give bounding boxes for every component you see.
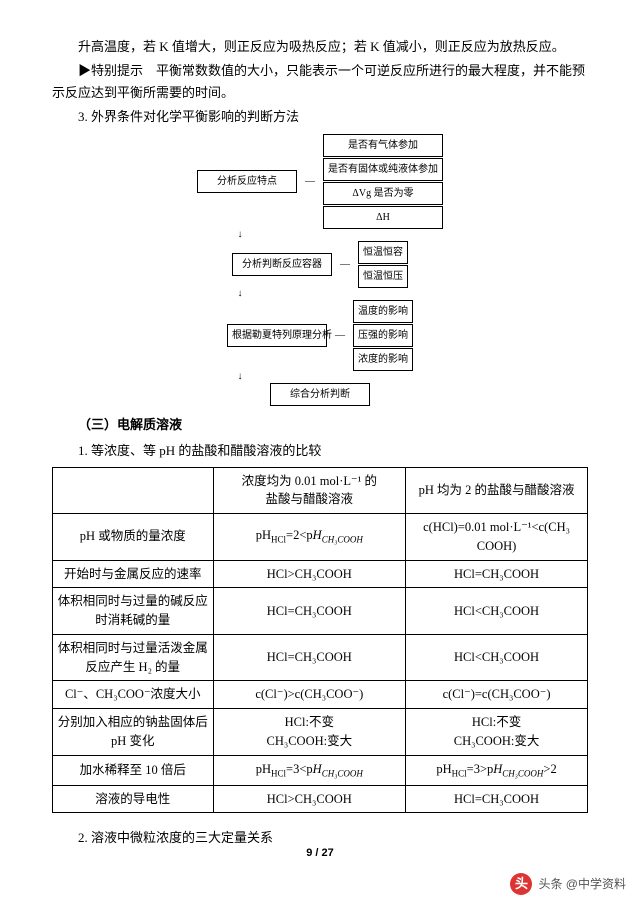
td: 加水稀释至 10 倍后: [53, 755, 214, 785]
td: pH 或物质的量浓度: [53, 514, 214, 561]
footer-handle: 头条 @中学资料: [538, 874, 626, 894]
fc-r3a: 温度的影响: [353, 300, 413, 323]
flowchart: 分析反应特点 — 是否有气体参加 是否有固体或纯液体参加 ΔVg 是否为零 ΔH…: [190, 134, 450, 406]
table-row: 开始时与金属反应的速率 HCl>CH₃COOH HCl=CH₃COOH: [53, 560, 588, 588]
td: HCl<CH₃COOH: [406, 588, 588, 635]
td: HCl>CH₃COOH: [213, 560, 406, 588]
td: 开始时与金属反应的速率: [53, 560, 214, 588]
fc-brace-1: —: [303, 173, 317, 190]
table-row: 体积相同时与过量活泼金属反应产生 H₂ 的量 HCl=CH₃COOH HCl<C…: [53, 634, 588, 681]
para-1: 升高温度，若 K 值增大，则正反应为吸热反应；若 K 值减小，则正反应为放热反应…: [52, 36, 588, 58]
fc-brace-3: —: [333, 327, 347, 344]
td: 溶液的导电性: [53, 785, 214, 813]
fc-node-4: 综合分析判断: [270, 383, 370, 406]
table-row: 加水稀释至 10 倍后 pHHCl=3<pHCH₃COOH pHHCl=3>pH…: [53, 755, 588, 785]
td: HCl=CH₃COOH: [213, 634, 406, 681]
para-2: ▶特别提示 平衡常数数值的大小，只能表示一个可逆反应所进行的最大程度，并不能预示…: [52, 60, 588, 104]
para-3: 3. 外界条件对化学平衡影响的判断方法: [52, 106, 588, 128]
th-blank: [53, 467, 214, 514]
td: 分别加入相应的钠盐固体后pH 变化: [53, 709, 214, 756]
fc-node-2: 分析判断反应容器: [232, 253, 332, 276]
table-row: 体积相同时与过量的碱反应时消耗碱的量 HCl=CH₃COOH HCl<CH₃CO…: [53, 588, 588, 635]
table-row: 浓度均为 0.01 mol·L⁻¹ 的盐酸与醋酸溶液 pH 均为 2 的盐酸与醋…: [53, 467, 588, 514]
fc-r1b: 是否有固体或纯液体参加: [323, 158, 443, 181]
td: HCl>CH₃COOH: [213, 785, 406, 813]
fc-r1a: 是否有气体参加: [323, 134, 443, 157]
td: 体积相同时与过量活泼金属反应产生 H₂ 的量: [53, 634, 214, 681]
fc-arrow-2: ↓: [190, 290, 290, 298]
fc-arrow-3: ↓: [190, 373, 290, 381]
fc-r2b: 恒温恒压: [358, 265, 408, 288]
td: c(HCl)=0.01 mol·L⁻¹<c(CH₃COOH): [406, 514, 588, 561]
table-row: 分别加入相应的钠盐固体后pH 变化 HCl:不变CH₃COOH:变大 HCl:不…: [53, 709, 588, 756]
para2-lead: ▶特别提示: [78, 63, 143, 78]
th-col2: 浓度均为 0.01 mol·L⁻¹ 的盐酸与醋酸溶液: [213, 467, 406, 514]
footer: 头 头条 @中学资料: [0, 873, 640, 895]
td: pHHCl=3<pHCH₃COOH: [213, 755, 406, 785]
td: HCl=CH₃COOH: [213, 588, 406, 635]
table-row: 溶液的导电性 HCl>CH₃COOH HCl=CH₃COOH: [53, 785, 588, 813]
td: HCl=CH₃COOH: [406, 560, 588, 588]
fc-r3c: 浓度的影响: [353, 348, 413, 371]
fc-r3b: 压强的影响: [353, 324, 413, 347]
td: c(Cl⁻)>c(CH₃COO⁻): [213, 681, 406, 709]
td: 体积相同时与过量的碱反应时消耗碱的量: [53, 588, 214, 635]
fc-brace-2: —: [338, 256, 352, 273]
td: Cl⁻、CH₃COO⁻浓度大小: [53, 681, 214, 709]
td: HCl<CH₃COOH: [406, 634, 588, 681]
fc-node-1: 分析反应特点: [197, 170, 297, 193]
toutiao-logo-icon: 头: [510, 873, 532, 895]
fc-node-3: 根据勒夏特列原理分析: [227, 324, 327, 347]
td: HCl=CH₃COOH: [406, 785, 588, 813]
sub-1: 1. 等浓度、等 pH 的盐酸和醋酸溶液的比较: [52, 440, 588, 462]
fc-arrow-1: ↓: [190, 231, 290, 239]
th-col3: pH 均为 2 的盐酸与醋酸溶液: [406, 467, 588, 514]
td: pHHCl=3>pHCH₃COOH>2: [406, 755, 588, 785]
heading-3: （三）电解质溶液: [52, 414, 588, 436]
fc-r2a: 恒温恒容: [358, 241, 408, 264]
td: HCl:不变CH₃COOH:变大: [406, 709, 588, 756]
td: pHHCl=2<pHCH₃COOH: [213, 514, 406, 561]
table-row: Cl⁻、CH₃COO⁻浓度大小 c(Cl⁻)>c(CH₃COO⁻) c(Cl⁻)…: [53, 681, 588, 709]
td: c(Cl⁻)=c(CH₃COO⁻): [406, 681, 588, 709]
page-number: 9 / 27: [0, 844, 640, 863]
fc-r1d: ΔH: [323, 206, 443, 229]
table-row: pH 或物质的量浓度 pHHCl=2<pHCH₃COOH c(HCl)=0.01…: [53, 514, 588, 561]
comparison-table: 浓度均为 0.01 mol·L⁻¹ 的盐酸与醋酸溶液 pH 均为 2 的盐酸与醋…: [52, 467, 588, 814]
td: HCl:不变CH₃COOH:变大: [213, 709, 406, 756]
fc-r1c: ΔVg 是否为零: [323, 182, 443, 205]
